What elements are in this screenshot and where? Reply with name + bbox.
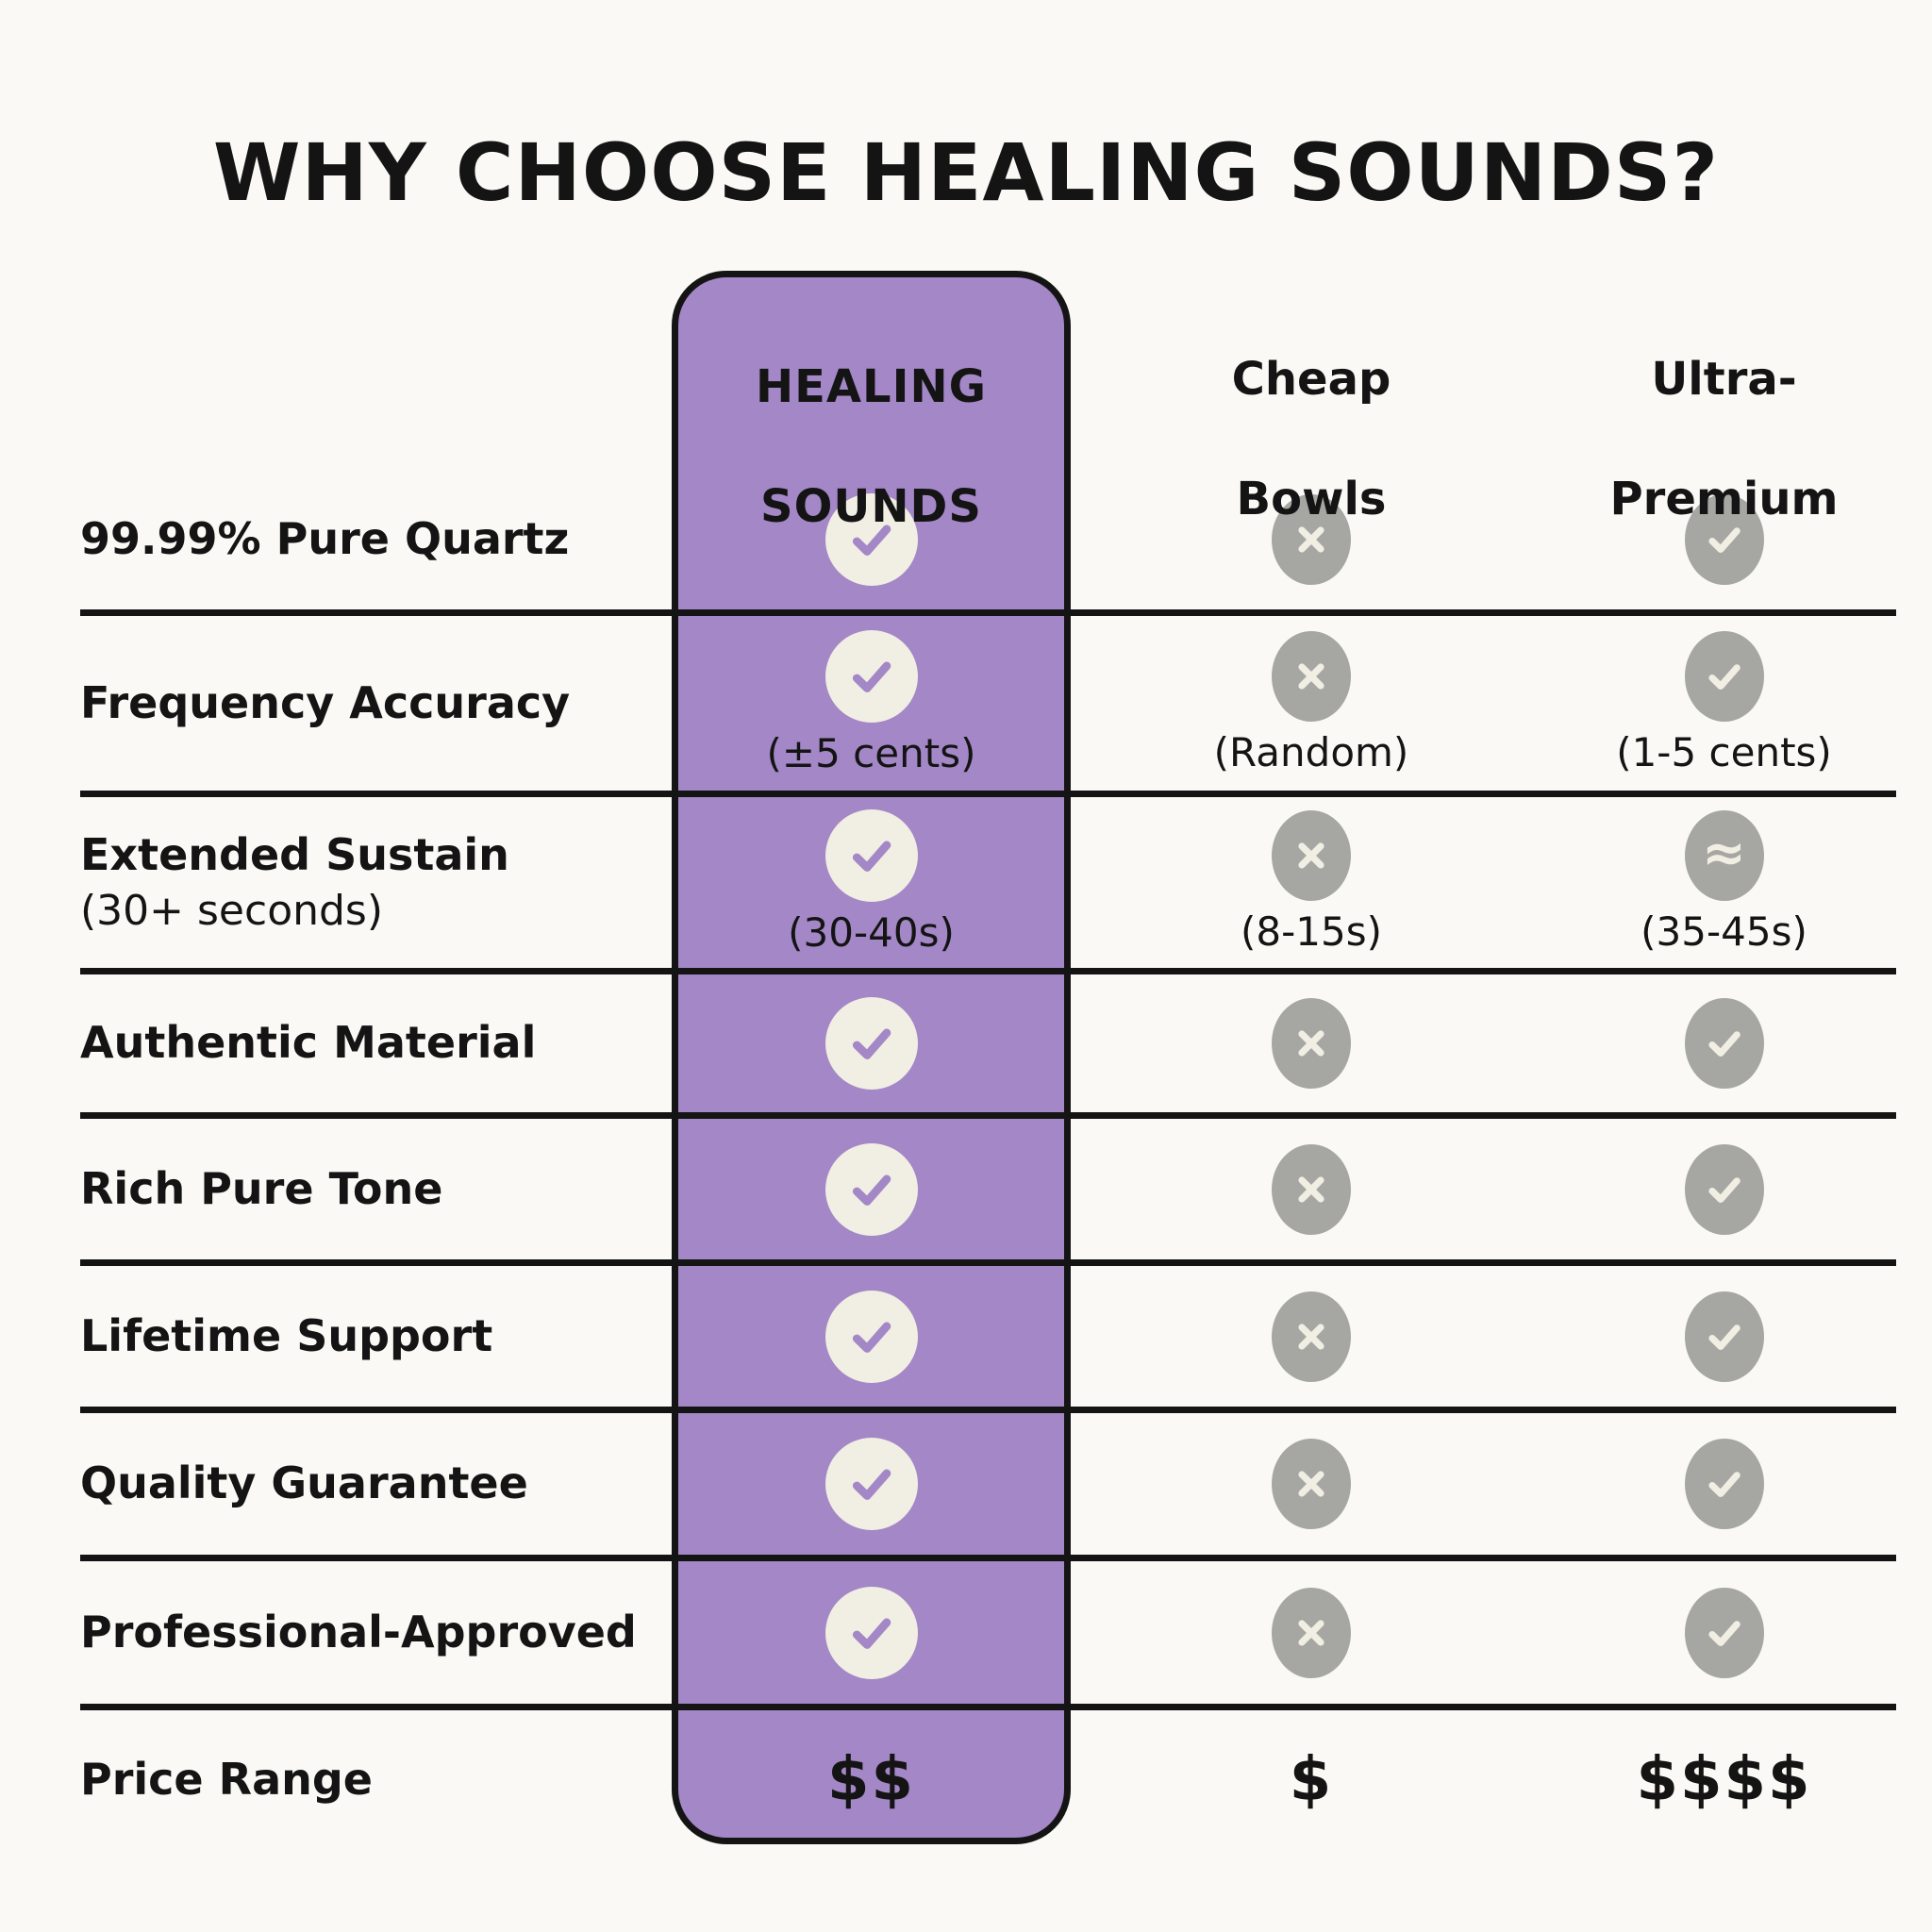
x-icon xyxy=(1272,998,1351,1089)
feature-name: 99.99% Pure Quartz xyxy=(80,512,570,564)
table-row: Lifetime Support xyxy=(80,1266,1896,1413)
feature-name: Price Range xyxy=(80,1753,373,1805)
row-label: Lifetime Support xyxy=(80,1308,672,1365)
healing-cell xyxy=(672,1561,1071,1704)
check-icon xyxy=(1684,1291,1764,1382)
x-icon xyxy=(1272,1291,1351,1382)
healing-cell xyxy=(672,1266,1071,1407)
cheap-cell xyxy=(1071,469,1552,609)
cheap-cell xyxy=(1071,1561,1552,1704)
check-icon xyxy=(824,630,918,723)
row-label: Frequency Accuracy xyxy=(80,675,672,732)
ultra-cell xyxy=(1552,974,1896,1112)
healing-cell: (30-40s) xyxy=(672,797,1071,968)
x-icon xyxy=(1272,1439,1351,1529)
cheap-cell: (Random) xyxy=(1071,616,1552,791)
table-row: Price Range $$ $ $$$$ xyxy=(80,1710,1896,1849)
ultra-cell: $$$$ xyxy=(1552,1710,1896,1849)
healing-cell xyxy=(672,469,1071,609)
feature-subtext: (30+ seconds) xyxy=(80,886,384,935)
column-header-line: Cheap xyxy=(1231,353,1391,407)
check-icon xyxy=(824,1290,918,1383)
ultra-cell xyxy=(1552,1266,1896,1407)
row-label: Authentic Material xyxy=(80,1015,672,1072)
check-icon xyxy=(1684,493,1764,585)
x-icon xyxy=(1272,631,1351,722)
cheap-cell xyxy=(1071,1413,1552,1555)
feature-name: Extended Sustain xyxy=(80,829,509,880)
feature-name: Frequency Accuracy xyxy=(80,676,571,728)
column-header-line: Ultra- xyxy=(1651,353,1797,407)
row-label: 99.99% Pure Quartz xyxy=(80,511,672,568)
column-header-line: HEALING xyxy=(755,360,988,414)
check-icon xyxy=(824,809,918,902)
feature-name: Quality Guarantee xyxy=(80,1457,528,1509)
x-icon xyxy=(1272,1587,1351,1678)
ultra-cell xyxy=(1552,1119,1896,1259)
check-icon xyxy=(824,1142,918,1236)
column-header-ultra-premium: Ultra- Premium xyxy=(1533,291,1915,529)
check-icon xyxy=(824,1438,918,1530)
cheap-cell xyxy=(1071,1266,1552,1407)
check-icon xyxy=(824,997,918,1090)
cheap-cell: $ xyxy=(1071,1710,1552,1849)
cell-note: (30-40s) xyxy=(788,909,955,956)
row-label: Price Range xyxy=(80,1752,672,1808)
row-label: Extended Sustain (30+ seconds) xyxy=(80,827,672,938)
table-row: Professional-Approved xyxy=(80,1561,1896,1710)
ultra-cell: ≈ (35-45s) xyxy=(1552,797,1896,968)
column-header-line: Premium xyxy=(1609,473,1839,526)
ultra-cell xyxy=(1552,1413,1896,1555)
ultra-cell xyxy=(1552,469,1896,609)
table-row: Frequency Accuracy (±5 cents) (Random) (1-5… xyxy=(80,616,1896,797)
table-row: 99.99% Pure Quartz xyxy=(80,469,1896,616)
price-value: $$ xyxy=(826,1744,916,1815)
table-row: Authentic Material xyxy=(80,974,1896,1119)
x-icon xyxy=(1272,810,1351,901)
column-header-healing-sounds: HEALING SOUNDS xyxy=(672,298,1071,537)
healing-cell xyxy=(672,974,1071,1112)
price-value: $ xyxy=(1289,1744,1334,1815)
row-label: Professional-Approved xyxy=(80,1605,672,1661)
healing-cell xyxy=(672,1413,1071,1555)
check-icon xyxy=(1684,998,1764,1089)
check-icon xyxy=(824,1586,918,1679)
cell-note: (35-45s) xyxy=(1641,908,1807,955)
ultra-cell: (1-5 cents) xyxy=(1552,616,1896,791)
table-row: Rich Pure Tone xyxy=(80,1119,1896,1266)
feature-name: Rich Pure Tone xyxy=(80,1162,443,1214)
feature-name: Authentic Material xyxy=(80,1017,537,1069)
table-row: Quality Guarantee xyxy=(80,1413,1896,1561)
x-icon xyxy=(1272,493,1351,585)
column-header-line: SOUNDS xyxy=(760,480,982,534)
approx-icon: ≈ xyxy=(1684,810,1764,901)
page-title: WHY CHOOSE HEALING SOUNDS? xyxy=(212,126,1720,220)
cell-note: (1-5 cents) xyxy=(1616,729,1832,775)
check-icon xyxy=(1684,1143,1764,1235)
healing-cell xyxy=(672,1119,1071,1259)
check-icon xyxy=(1684,1439,1764,1529)
comparison-table: 99.99% Pure Quartz Frequency Accuracy (±5 … xyxy=(80,469,1896,1849)
table-row: Extended Sustain (30+ seconds) (30-40s) (8-… xyxy=(80,797,1896,974)
cell-note: (8-15s) xyxy=(1241,908,1382,955)
cell-note: (Random) xyxy=(1213,729,1409,775)
column-header-line: Bowls xyxy=(1236,473,1387,526)
x-icon xyxy=(1272,1143,1351,1235)
ultra-cell xyxy=(1552,1561,1896,1704)
check-icon xyxy=(824,492,918,586)
cheap-cell xyxy=(1071,1119,1552,1259)
check-icon xyxy=(1684,1587,1764,1678)
feature-name: Professional-Approved xyxy=(80,1606,637,1657)
cheap-cell: (8-15s) xyxy=(1071,797,1552,968)
price-value: $$$$ xyxy=(1636,1744,1812,1815)
healing-cell: $$ xyxy=(672,1710,1071,1849)
feature-name: Lifetime Support xyxy=(80,1309,493,1361)
healing-cell: (±5 cents) xyxy=(672,616,1071,791)
cheap-cell xyxy=(1071,974,1552,1112)
column-header-cheap-bowls: Cheap Bowls xyxy=(1071,291,1552,529)
check-icon xyxy=(1684,631,1764,722)
cell-note: (±5 cents) xyxy=(766,730,976,776)
row-label: Quality Guarantee xyxy=(80,1456,672,1512)
row-label: Rich Pure Tone xyxy=(80,1161,672,1218)
